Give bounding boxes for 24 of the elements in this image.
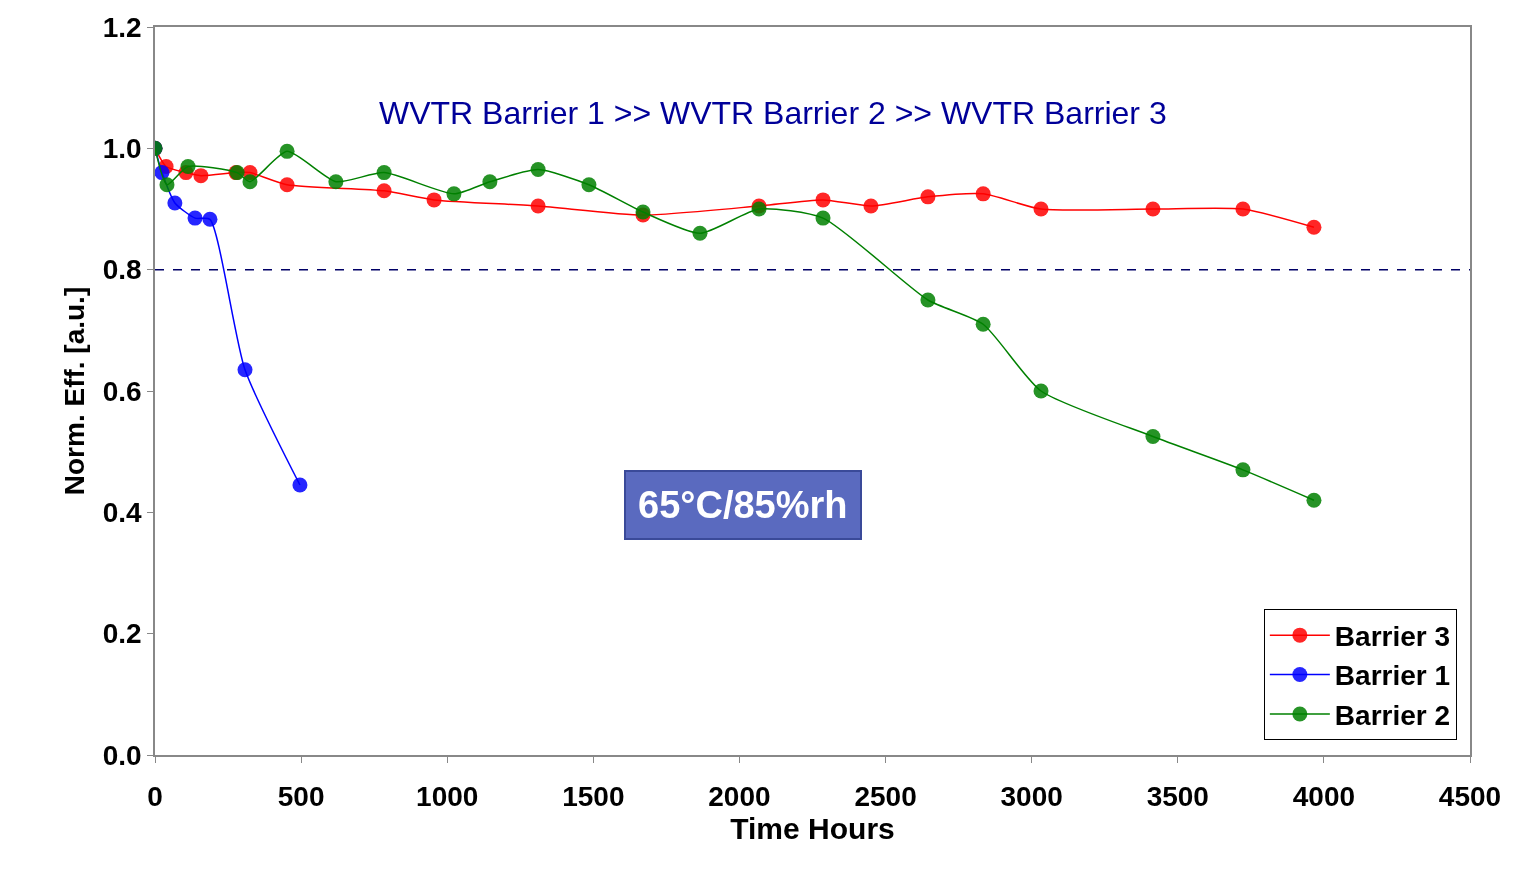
y-tick-label: 0.6 [102, 375, 142, 407]
x-tick-label: 3500 [1146, 781, 1209, 813]
x-tick-label: 4000 [1292, 781, 1356, 813]
x-tick-label: 3000 [1000, 781, 1063, 813]
x-tick-label: 500 [277, 781, 325, 813]
y-axis-title: Norm. Eff. [a.u.] [58, 286, 90, 496]
x-tick-label: 4500 [1438, 781, 1502, 813]
legend-label: Barrier 1 [1334, 660, 1451, 692]
legend-label: Barrier 3 [1334, 621, 1451, 653]
y-tick-label: 0.4 [102, 497, 143, 529]
x-tick-label: 0 [147, 781, 163, 813]
x-tick-label: 2000 [708, 781, 771, 813]
annotation: WVTR Barrier 1 >> WVTR Barrier 2 >> WVTR Barrier 3 [379, 95, 1167, 131]
y-tick-label: 0.8 [102, 254, 142, 286]
y-tick-label: 0.0 [102, 739, 142, 771]
annotation: 65°C/85%rh [638, 484, 848, 526]
y-tick-label: 1.0 [102, 133, 142, 165]
x-tick-label: 1500 [562, 781, 625, 813]
y-tick-label: 0.2 [102, 618, 142, 650]
x-axis-title: Time Hours [730, 812, 895, 846]
legend-label: Barrier 2 [1334, 699, 1451, 731]
y-tick-label: 1.2 [102, 11, 142, 43]
x-tick-label: 2500 [854, 781, 917, 813]
x-tick-label: 1000 [416, 781, 479, 813]
